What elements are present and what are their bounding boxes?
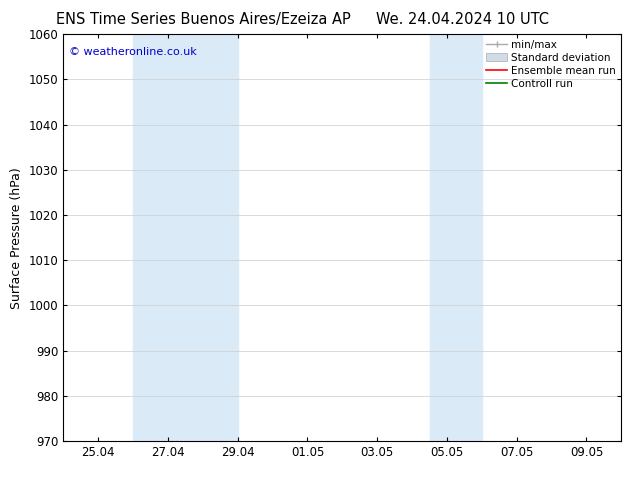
Bar — [133, 34, 238, 441]
Text: We. 24.04.2024 10 UTC: We. 24.04.2024 10 UTC — [377, 12, 549, 27]
Text: ENS Time Series Buenos Aires/Ezeiza AP: ENS Time Series Buenos Aires/Ezeiza AP — [56, 12, 350, 27]
Bar — [429, 34, 482, 441]
Y-axis label: Surface Pressure (hPa): Surface Pressure (hPa) — [10, 167, 23, 309]
Text: © weatheronline.co.uk: © weatheronline.co.uk — [69, 47, 197, 56]
Legend: min/max, Standard deviation, Ensemble mean run, Controll run: min/max, Standard deviation, Ensemble me… — [483, 36, 619, 92]
